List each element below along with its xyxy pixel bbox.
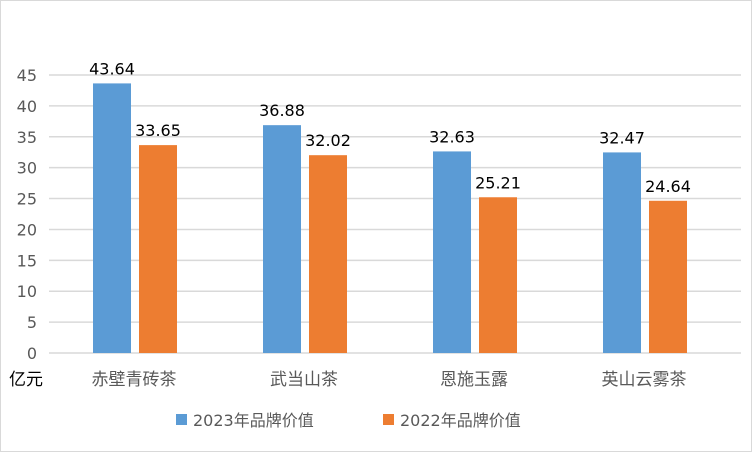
y-axis: 0 5 10 15 20 25 30 35 40 45 [17,66,37,363]
y-tick-label: 5 [27,313,37,332]
data-label: 32.47 [599,128,645,147]
y-tick-label: 10 [17,282,37,301]
legend-swatch-icon [383,414,394,425]
x-tick-label: 英山云雾茶 [602,370,687,390]
y-tick-label: 45 [17,66,37,85]
bar-2022 [649,200,687,353]
data-label: 36.88 [259,101,305,120]
y-tick-label: 35 [17,128,37,147]
bar-2023 [93,83,131,353]
y-axis-unit-label: 亿元 [9,370,43,390]
legend-label: 2022年品牌价值 [400,411,521,430]
legend-label: 2023年品牌价值 [193,411,314,430]
x-axis: 赤壁青砖茶 武当山茶 恩施玉露 英山云雾茶 [92,370,687,390]
y-tick-label: 25 [17,190,37,209]
x-tick-label: 恩施玉露 [440,370,508,390]
data-label: 32.63 [429,127,475,146]
y-tick-label: 15 [17,251,37,270]
bar-2023 [603,152,641,353]
bar-2022 [479,197,517,353]
y-tick-label: 30 [17,159,37,178]
y-tick-label: 20 [17,220,37,239]
data-label: 24.64 [645,177,691,196]
y-tick-label: 40 [17,97,37,116]
bar-2022 [139,145,177,353]
y-tick-label: 0 [27,344,37,363]
data-label: 25.21 [475,173,521,192]
legend: 2023年品牌价值 2022年品牌价值 [176,411,521,430]
data-label: 32.02 [305,131,351,150]
legend-swatch-icon [176,414,187,425]
bar-2023 [263,125,301,353]
x-tick-label: 武当山茶 [270,370,338,390]
data-label: 33.65 [135,121,181,140]
bar-2022 [309,155,347,353]
bar-2023 [433,151,471,353]
data-label: 43.64 [89,59,135,78]
x-tick-label: 赤壁青砖茶 [92,370,177,390]
